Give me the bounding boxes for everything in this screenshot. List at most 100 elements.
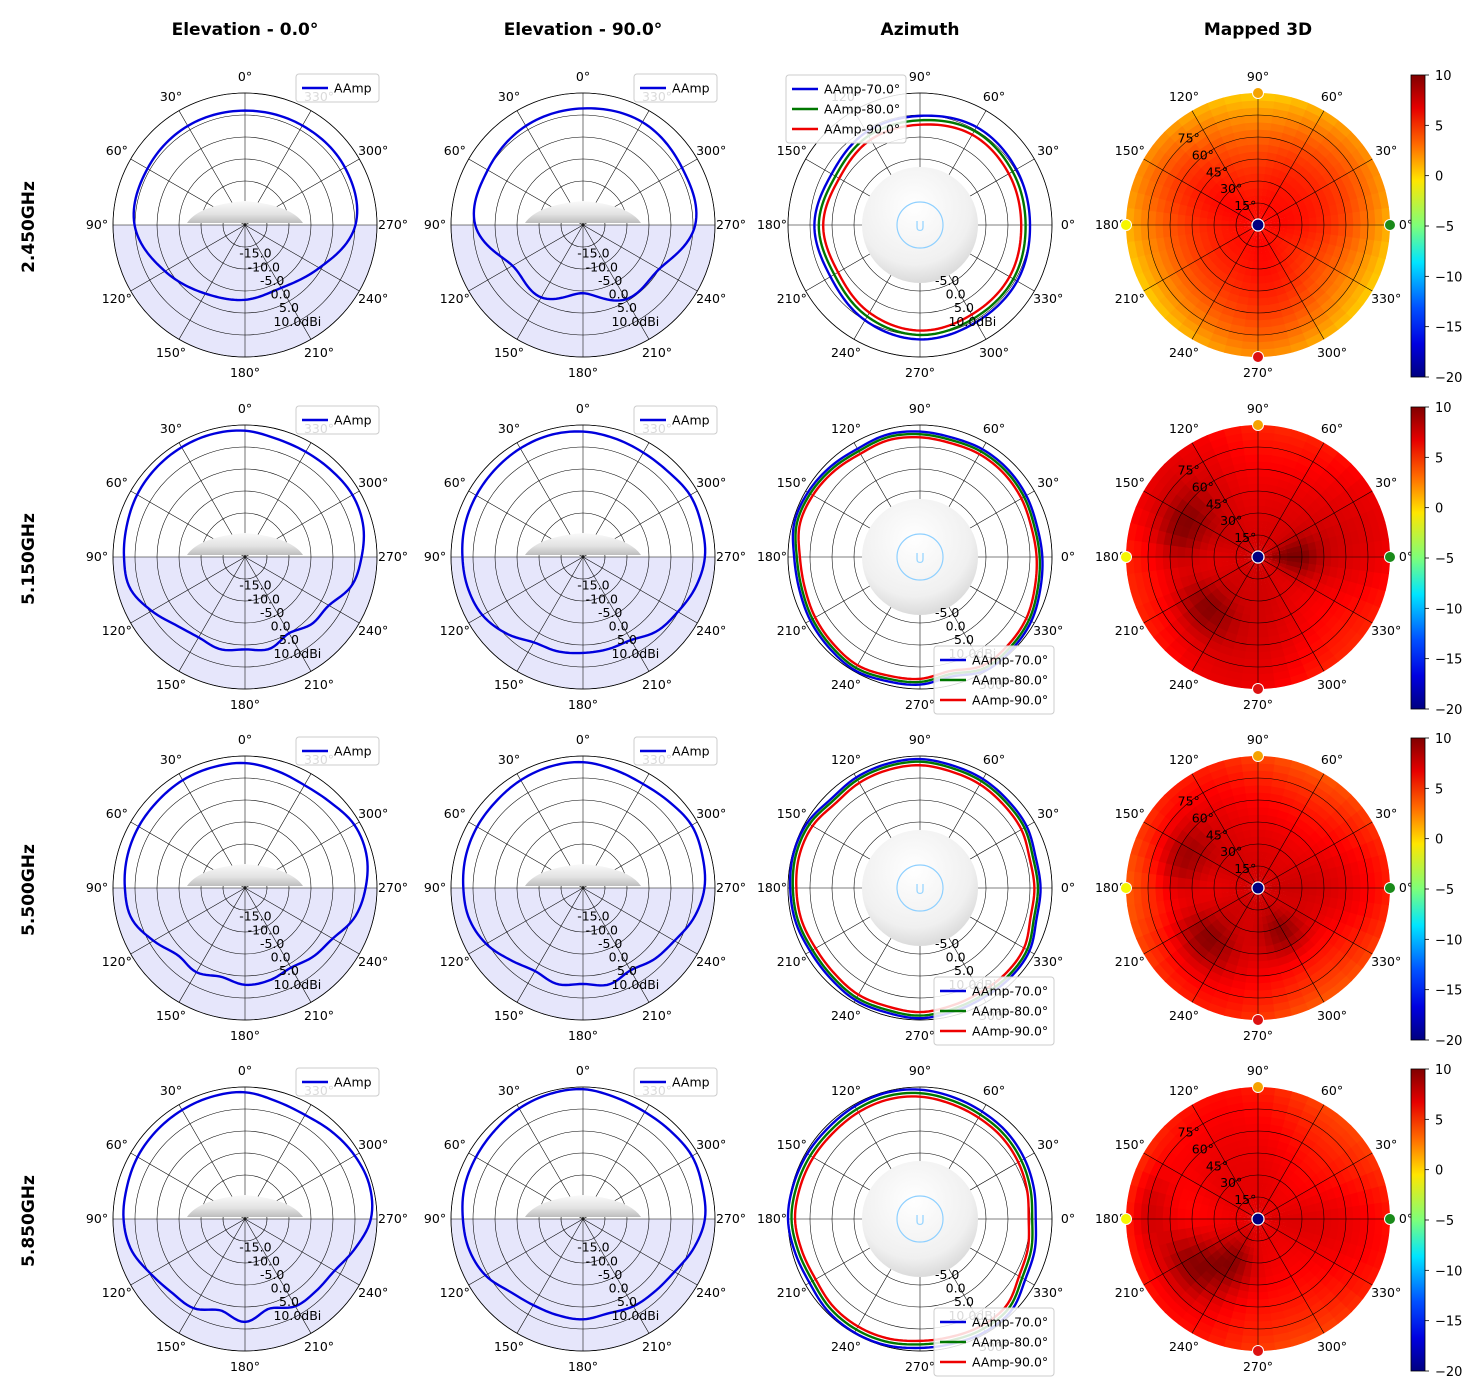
mapped3d-row-2-center-marker: [1251, 881, 1265, 895]
mapped3d-row-0-axis-marker: [1120, 219, 1132, 231]
elev-1-row-0-angle-label: 30°: [498, 89, 520, 104]
mapped3d-row-1-angle-label: 150°: [1115, 475, 1145, 490]
mapped3d-row-1-spoke: [1191, 442, 1259, 558]
elev-1-row-0-legend: AAmp: [633, 73, 718, 103]
elev-0-row-0-radial-label: -5.0: [260, 273, 284, 288]
elev-0-row-0-radial-label: 0.0: [271, 287, 291, 302]
azimuth-row-2-angle-label: 270°: [905, 1028, 935, 1043]
elev-1-row-1-angle-label: 270°: [716, 549, 746, 564]
elev-1-row-2-radial-label: -10.0: [586, 922, 618, 937]
azimuth-row-0-angle-label: 300°: [979, 345, 1009, 360]
elev-1-row-3-angle-label: 240°: [696, 1285, 726, 1300]
mapped3d-row-3-colorbar: 10 5 0 −5 −10 −15 −20: [1410, 1063, 1462, 1380]
mapped3d-row-0-angle-label: 300°: [1317, 345, 1347, 360]
elev-0-row-0-angle-label: 180°: [230, 365, 260, 380]
mapped3d-row-0-radial-label: 15°: [1234, 198, 1256, 213]
elev-0-row-3-radial-label: -5.0: [260, 1267, 284, 1282]
elev-0-row-2-spoke: [244, 887, 360, 955]
azimuth-row-0-radial-label: 5.0: [954, 300, 974, 315]
azimuth-row-0-radial-label: -5.0: [935, 273, 959, 288]
mapped3d-row-1-spoke: [1257, 442, 1325, 558]
mapped3d-row-1-radial-label: 60°: [1192, 480, 1214, 495]
azimuth-row-2-angle-label: 60°: [983, 752, 1005, 767]
mapped3d-row-3-colorbar-tick: −5: [1435, 1214, 1454, 1229]
elev-1-row-1-angle-label: 210°: [642, 677, 672, 692]
elev-0-row-1-angle-label: 210°: [304, 677, 334, 692]
elev-0-row-0-spoke: [130, 224, 246, 292]
elev-1-row-2-angle-label: 210°: [642, 1008, 672, 1023]
elev-1-row-3-spoke: [582, 1218, 698, 1286]
mapped3d-row-2-spoke: [1257, 821, 1373, 889]
elev-1-row-0-radial-label: 10.0dBi: [611, 314, 659, 329]
elev-0-row-0-radial-label: 10.0dBi: [273, 314, 321, 329]
elev-1-row-3-spoke: [582, 1218, 650, 1334]
elev-1-row-2-radial-label: -5.0: [598, 936, 622, 951]
elev-0-row-0-angle-label: 0°: [238, 69, 252, 84]
azimuth-row-2-angle-label: 180°: [757, 880, 787, 895]
svg-text:U: U: [915, 552, 925, 567]
elev-1-row-1-angle-label: 60°: [444, 475, 466, 490]
mapped3d-row-3-angle-label: 90°: [1247, 1063, 1269, 1078]
elev-0-row-2-angle-label: 210°: [304, 1008, 334, 1023]
elev-1-row-2-angle-label: 30°: [498, 752, 520, 767]
mapped3d-row-3-spoke: [1257, 1152, 1373, 1220]
elev-1-row-3-angle-label: 60°: [444, 1137, 466, 1152]
elev-0-row-1-angle-label: 90°: [86, 549, 108, 564]
elev-0-row-3-angle-label: 0°: [238, 1063, 252, 1078]
elev-0-row-2-angle-label: 120°: [102, 954, 132, 969]
mapped3d-row-3-axis-marker: [1120, 1213, 1132, 1225]
elev-0-row-3-spoke: [178, 1218, 246, 1334]
mapped3d-row-0-angle-label: 330°: [1371, 291, 1401, 306]
mapped3d-row-0-axis-marker: [1252, 87, 1264, 99]
elev-0-row-1-plot: 0°30°60°90°120°150°180°210°240°270°300°3…: [86, 401, 408, 712]
elev-0-row-0-aamp-line: [132, 109, 359, 302]
mapped3d-row-1-radial-label: 15°: [1234, 530, 1256, 545]
elev-0-row-3-angle-label: 120°: [102, 1285, 132, 1300]
mapped3d-row-3-angle-label: 240°: [1169, 1339, 1199, 1354]
elev-1-row-2-angle-label: 300°: [696, 806, 726, 821]
mapped3d-row-3-spoke: [1191, 1104, 1259, 1220]
elev-0-row-3-angle-label: 240°: [358, 1285, 388, 1300]
elev-1-row-3-radial-label: -5.0: [598, 1267, 622, 1282]
elev-1-row-1-radial-label: 5.0: [617, 632, 637, 647]
azimuth-row-0-angle-label: 30°: [1037, 143, 1059, 158]
mapped3d-row-3-angle-label: 210°: [1115, 1285, 1145, 1300]
elev-0-row-3-plot: 0°30°60°90°120°150°180°210°240°270°300°3…: [86, 1063, 408, 1374]
elev-1-row-0-legend-label: AAmp: [672, 81, 710, 96]
elev-1-row-0-angle-label: 90°: [424, 217, 446, 232]
elev-0-row-3-legend: AAmp: [295, 1067, 380, 1097]
mapped3d-row-0-axis-marker: [1384, 219, 1396, 231]
elev-0-row-1-angle-label: 120°: [102, 623, 132, 638]
elev-0-row-2-radial-label: -10.0: [248, 922, 280, 937]
mapped3d-row-2-spoke: [1191, 887, 1259, 1003]
mapped3d-row-2-angle-label: 300°: [1317, 1008, 1347, 1023]
mapped3d-row-2-radial-label: 45°: [1206, 827, 1228, 842]
elev-1-row-2-legend-label: AAmp: [672, 744, 710, 759]
mapped3d-row-2-angle-label: 90°: [1247, 732, 1269, 747]
mapped3d-row-2-colorbar-tick: 0: [1435, 833, 1443, 848]
mapped3d-row-2-colorbar-tick: −15: [1435, 984, 1462, 999]
elev-0-row-2-angle-label: 300°: [358, 806, 388, 821]
elev-1-row-0-radial-label: -15.0: [577, 246, 609, 261]
azimuth-row-3-angle-label: 180°: [757, 1211, 787, 1226]
elev-1-row-0-angle-label: 0°: [576, 69, 590, 84]
azimuth-row-1-radial-label: 5.0: [954, 632, 974, 647]
azimuth-row-3-plot: 0°30°60°90°120°150°180°210°240°270°300°3…: [757, 1063, 1075, 1377]
azimuth-row-2-radial-label: -5.0: [935, 936, 959, 951]
mapped3d-row-1-angle-label: 30°: [1375, 475, 1397, 490]
mapped3d-row-0-angle-label: 210°: [1115, 291, 1145, 306]
elev-1-row-1-spoke: [468, 556, 584, 624]
elev-0-row-1-angle-label: 270°: [378, 549, 408, 564]
mapped3d-row-3-colorbar-tick: −20: [1435, 1365, 1462, 1380]
elev-1-row-0-angle-label: 240°: [696, 291, 726, 306]
elev-1-row-1-spoke: [516, 556, 584, 672]
azimuth-row-3-radial-label: -5.0: [935, 1267, 959, 1282]
elev-1-row-2-spoke: [516, 887, 584, 1003]
elev-1-row-3-angle-label: 120°: [440, 1285, 470, 1300]
elev-1-row-3-device-side-icon: [525, 1195, 641, 1217]
azimuth-row-0-aamp-90-line: [821, 123, 1023, 332]
mapped3d-row-3-spoke: [1143, 1152, 1259, 1220]
azimuth-row-1-angle-label: 150°: [777, 475, 807, 490]
elev-1-row-3-spoke: [516, 1218, 584, 1334]
